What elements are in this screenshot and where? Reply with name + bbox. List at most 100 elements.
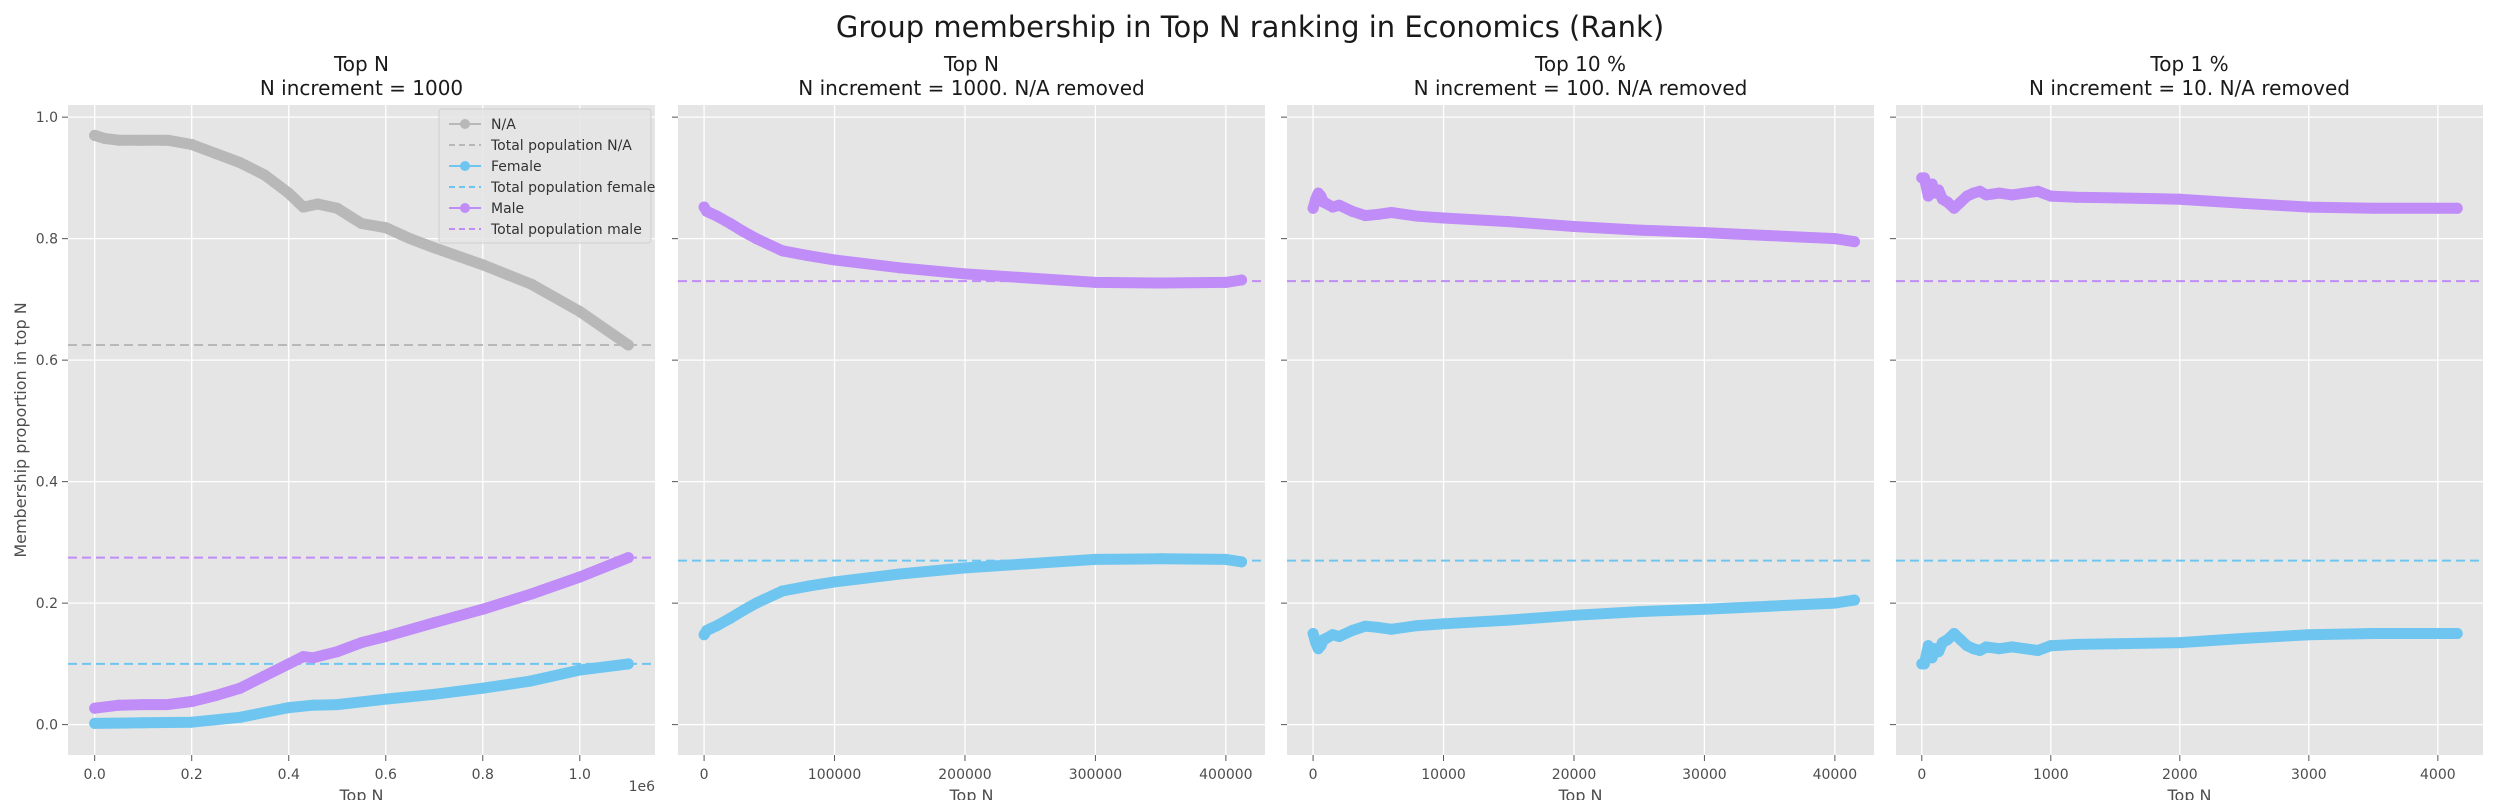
data-point-na bbox=[525, 278, 537, 290]
data-point-male bbox=[428, 617, 440, 629]
x-tick-label: 0 bbox=[700, 767, 709, 783]
data-point-female bbox=[711, 620, 723, 632]
x-tick-label: 3000 bbox=[2291, 767, 2327, 783]
data-point-female bbox=[1333, 631, 1345, 643]
data-point-male bbox=[2451, 202, 2463, 214]
data-point-male bbox=[2238, 197, 2250, 209]
legend-swatch-marker bbox=[460, 161, 470, 171]
data-point-na bbox=[404, 233, 416, 245]
data-point-female bbox=[1089, 553, 1101, 565]
data-point-male bbox=[1411, 210, 1423, 222]
data-point-male bbox=[2432, 202, 2444, 214]
data-point-female bbox=[829, 576, 841, 588]
x-tick-label: 0 bbox=[1309, 767, 1318, 783]
x-tick-label: 0.2 bbox=[181, 767, 203, 783]
data-point-male bbox=[1385, 207, 1397, 219]
data-point-male bbox=[622, 552, 634, 564]
data-point-na bbox=[234, 157, 246, 169]
y-tick-label: 0.2 bbox=[36, 596, 58, 612]
data-point-male bbox=[1933, 184, 1945, 196]
x-tick-label: 2000 bbox=[2162, 767, 2198, 783]
data-point-female bbox=[737, 604, 749, 616]
data-point-na bbox=[161, 134, 173, 146]
data-point-male bbox=[1568, 220, 1580, 232]
data-point-female bbox=[574, 664, 586, 676]
data-point-male bbox=[1918, 172, 1930, 184]
data-point-female bbox=[331, 699, 343, 711]
data-point-na bbox=[89, 129, 101, 141]
data-point-male bbox=[829, 254, 841, 266]
x-tick-label: 0.8 bbox=[472, 767, 494, 783]
legend-swatch-marker bbox=[460, 119, 470, 129]
data-point-female bbox=[802, 580, 814, 592]
y-tick-label: 1.0 bbox=[36, 110, 58, 126]
data-point-female bbox=[2032, 645, 2044, 657]
data-point-female bbox=[2238, 632, 2250, 644]
data-point-male bbox=[356, 637, 367, 649]
data-point-female bbox=[1633, 606, 1645, 618]
x-tick-label: 0.0 bbox=[84, 767, 106, 783]
data-point-female bbox=[2006, 641, 2018, 653]
data-point-female bbox=[307, 699, 319, 711]
data-point-female bbox=[525, 675, 537, 687]
y-tick-label: 0.6 bbox=[36, 353, 58, 369]
data-point-na bbox=[380, 222, 392, 234]
panel-subtitle: N increment = 1000. N/A removed bbox=[798, 76, 1144, 100]
x-axis-label: Top N bbox=[338, 786, 383, 800]
data-point-male bbox=[297, 651, 309, 663]
y-tick-label: 0.4 bbox=[36, 475, 58, 491]
data-point-na bbox=[137, 134, 149, 146]
data-point-female bbox=[2109, 638, 2121, 650]
data-point-female bbox=[1024, 558, 1036, 570]
data-point-female bbox=[1385, 623, 1397, 635]
data-point-male bbox=[750, 233, 762, 245]
data-point-female bbox=[894, 568, 906, 580]
data-point-female bbox=[1438, 618, 1450, 630]
data-point-na bbox=[186, 138, 198, 150]
data-point-male bbox=[1848, 236, 1860, 248]
data-point-female bbox=[1993, 643, 2005, 655]
x-tick-label: 1000 bbox=[2033, 767, 2069, 783]
data-point-male bbox=[113, 699, 125, 711]
data-point-female bbox=[1236, 556, 1248, 568]
data-point-female bbox=[1307, 628, 1319, 640]
data-point-male bbox=[1633, 224, 1645, 236]
data-point-female bbox=[186, 716, 198, 728]
x-axis-label: Top N bbox=[948, 786, 993, 800]
x-axis-label: Top N bbox=[1557, 786, 1602, 800]
data-point-female bbox=[622, 658, 634, 670]
data-point-female bbox=[477, 682, 489, 694]
x-tick-label: 40000 bbox=[1813, 767, 1858, 783]
plot-area bbox=[678, 105, 1265, 755]
data-point-male bbox=[283, 658, 295, 670]
data-point-female bbox=[1220, 553, 1232, 565]
data-point-female bbox=[1346, 624, 1358, 636]
data-point-male bbox=[186, 696, 198, 708]
x-tick-label: 10000 bbox=[1421, 767, 1466, 783]
data-point-na bbox=[113, 134, 125, 146]
data-point-male bbox=[2019, 187, 2031, 199]
data-point-male bbox=[802, 250, 814, 262]
data-point-female bbox=[1359, 620, 1371, 632]
data-point-female bbox=[1155, 553, 1167, 565]
data-point-male bbox=[1024, 272, 1036, 284]
data-point-male bbox=[89, 702, 101, 714]
data-point-male bbox=[1993, 187, 2005, 199]
data-point-male bbox=[894, 262, 906, 274]
data-point-na bbox=[258, 169, 270, 181]
x-tick-label: 200000 bbox=[938, 767, 991, 783]
data-point-male bbox=[1089, 276, 1101, 288]
data-point-female bbox=[2367, 628, 2379, 640]
data-point-male bbox=[2071, 191, 2083, 203]
data-point-female bbox=[2451, 628, 2463, 640]
data-point-male bbox=[1503, 216, 1515, 228]
data-point-female bbox=[1933, 646, 1945, 658]
data-point-male bbox=[959, 268, 971, 280]
data-point-female bbox=[1829, 597, 1841, 609]
chart-panel-1: 0.0 0.2 0.4 0.6 0.8 1.0 0.0 0.2 0.4 0.6 0.8 1.0 Top … bbox=[11, 52, 655, 800]
data-point-male bbox=[1698, 227, 1710, 239]
data-point-male bbox=[1438, 212, 1450, 224]
data-point-female bbox=[1568, 609, 1580, 621]
data-point-female bbox=[2071, 638, 2083, 650]
